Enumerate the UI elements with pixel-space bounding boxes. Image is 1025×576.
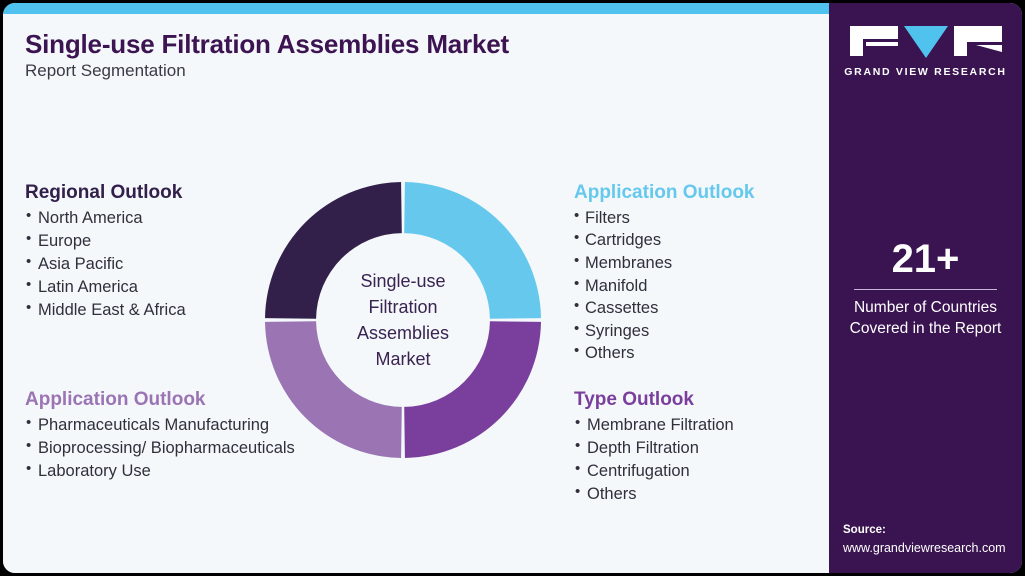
list-item: Cartridges — [574, 228, 755, 252]
logo-r-mark — [953, 26, 1002, 56]
source-block: Source: www.grandviewresearch.com — [843, 522, 1022, 557]
logo-g-mark — [849, 26, 898, 56]
list-item: North America — [25, 206, 186, 230]
brand-logo: GRAND VIEW RESEARCH — [829, 25, 1022, 78]
segment-list-application-left: Pharmaceuticals Manufacturing Bioprocess… — [25, 413, 295, 483]
donut-chart-svg — [265, 182, 541, 458]
stat-label-line-2: Covered in the Report — [849, 319, 1002, 337]
list-item: Filters — [574, 206, 755, 230]
donut-center-line-3: Assemblies — [356, 323, 450, 343]
list-item: Latin America — [25, 275, 186, 299]
donut-center-line-4: Market — [375, 349, 431, 370]
list-item: Bioprocessing/ Biopharmaceuticals — [25, 436, 295, 460]
list-item: Syringes — [574, 319, 755, 343]
source-url[interactable]: www.grandviewresearch.com — [843, 540, 1006, 555]
main-panel: Single-use Filtration Assemblies Market … — [3, 14, 829, 573]
donut-center-label: Single-use Filtration Assemblies Market — [265, 182, 541, 458]
donut-chart: Single-use Filtration Assemblies Market — [265, 182, 541, 458]
segment-heading-application-right: Application Outlook — [574, 182, 755, 203]
page-subtitle: Report Segmentation — [25, 61, 186, 80]
list-item: Laboratory Use — [25, 459, 295, 483]
list-item: Cassettes — [574, 296, 755, 320]
segment-application-outlook-right: Application Outlook Filters Cartridges M… — [574, 182, 755, 365]
segment-heading-application-left: Application Outlook — [25, 389, 206, 410]
sidebar: GRAND VIEW RESEARCH 21+ Number of Countr… — [829, 3, 1022, 573]
stat-value: 21+ — [891, 237, 960, 281]
list-item: Depth Filtration — [574, 436, 734, 460]
donut-slices — [265, 182, 541, 458]
source-title: Source: — [843, 523, 886, 536]
logo-v-triangle — [903, 26, 948, 58]
list-item: Centrifugation — [574, 459, 734, 483]
segment-application-outlook-left: Application Outlook Pharmaceuticals Manu… — [25, 389, 295, 483]
stat-block: 21+ Number of Countries Covered in the R… — [829, 239, 1022, 340]
segment-type-outlook: Type Outlook Membrane Filtration Depth F… — [574, 389, 734, 506]
infographic-card: Single-use Filtration Assemblies Market … — [3, 3, 1022, 573]
segment-list-type: Membrane Filtration Depth Filtration Cen… — [574, 413, 734, 506]
stat-divider — [854, 289, 997, 290]
list-item: Membranes — [574, 251, 755, 275]
donut-center-line-2: Filtration — [368, 296, 438, 317]
segment-regional-outlook: Regional Outlook North America Europe As… — [25, 182, 186, 321]
list-item: Middle East & Africa — [25, 298, 186, 322]
top-accent-bar — [3, 3, 829, 14]
list-item: Asia Pacific — [25, 252, 186, 276]
page-title: Single-use Filtration Assemblies Market — [25, 29, 509, 59]
donut-slice — [265, 321, 402, 458]
list-item: Manifold — [574, 274, 755, 298]
donut-center-line-1: Single-use — [360, 270, 446, 291]
segment-heading-type: Type Outlook — [574, 389, 694, 410]
stat-label: Number of Countries Covered in the Repor… — [829, 298, 1022, 340]
logo-caption: GRAND VIEW RESEARCH — [844, 66, 1007, 78]
list-item: Others — [574, 341, 755, 365]
list-item: Pharmaceuticals Manufacturing — [25, 413, 295, 437]
donut-slice — [265, 182, 402, 319]
segment-heading-regional: Regional Outlook — [25, 182, 183, 203]
list-item: Europe — [25, 229, 186, 253]
logo-marks — [849, 25, 1002, 59]
segment-list-regional: North America Europe Asia Pacific Latin … — [25, 206, 186, 322]
list-item: Others — [574, 482, 734, 506]
segment-list-application-right: Filters Cartridges Membranes Manifold Ca… — [574, 206, 755, 365]
stat-label-line-1: Number of Countries — [853, 299, 997, 316]
donut-slice — [404, 321, 541, 458]
list-item: Membrane Filtration — [574, 413, 734, 437]
donut-slice — [404, 182, 541, 319]
